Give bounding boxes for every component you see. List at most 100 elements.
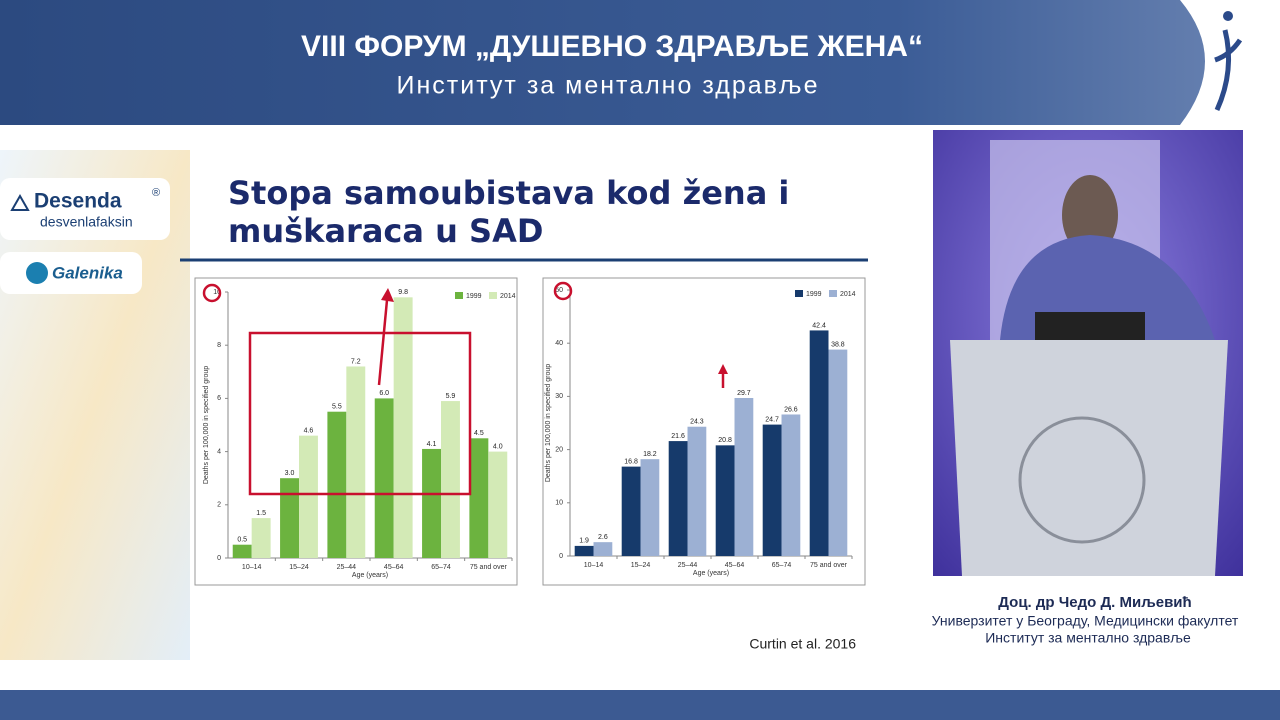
generic-name: desvenlafaksin [40, 214, 133, 230]
brand: Desenda [34, 190, 122, 213]
value-label: 21.6 [671, 433, 685, 440]
value-label: 16.8 [624, 458, 638, 465]
company-icon [26, 262, 48, 284]
laptop [1035, 312, 1145, 344]
header-title: VIII ФОРУМ „ДУШЕВНО ЗДРАВЉЕ ЖЕНА“ [301, 30, 923, 63]
bar [232, 544, 252, 558]
value-label: 29.7 [737, 390, 751, 397]
highlight-circle [202, 283, 222, 303]
legend-label: 1999 [466, 293, 482, 300]
value-label: 4.0 [493, 443, 503, 450]
company: Galenika [52, 263, 123, 282]
y-tick-label: 10 [555, 500, 563, 507]
bar [762, 424, 782, 556]
x-tick-label: 75 and over [470, 564, 508, 571]
bar [374, 398, 394, 558]
bar [715, 445, 735, 556]
x-tick-label: 25–44 [337, 564, 357, 571]
highlight-circle [553, 281, 573, 301]
value-label: 3.0 [285, 470, 295, 477]
bar [251, 518, 271, 558]
x-tick-label: 45–64 [725, 562, 745, 569]
bar [469, 438, 489, 558]
y-tick-label: 8 [217, 342, 221, 349]
annotations [202, 281, 725, 496]
brand-icon [10, 193, 30, 211]
podium-emblem [1018, 416, 1146, 544]
bar [441, 401, 460, 558]
x-tick-label: 15–24 [631, 562, 651, 569]
y-tick-label: 50 [555, 287, 563, 294]
value-label: 0.5 [237, 537, 247, 544]
bar [593, 542, 613, 556]
y-tick-label: 30 [555, 393, 563, 400]
x-axis-label: Age (years) [693, 570, 729, 577]
speaker-affiliation: Институт за ментално здравље [985, 630, 1191, 646]
legend-swatch [795, 290, 803, 297]
bar [640, 459, 660, 556]
y-tick-label: 10 [213, 289, 221, 296]
charts: 0 2 4 6 8 10 10–14 0.5 1.5 15–24 3.0 4.6 25–44 5.5 7.2… [203, 287, 856, 579]
value-label: 4.6 [304, 427, 314, 434]
value-label: 9.8 [398, 289, 408, 296]
legend-label: 2014 [500, 293, 516, 300]
speaker-head [1062, 175, 1118, 255]
arrow [377, 299, 389, 386]
y-tick-label: 6 [217, 395, 221, 402]
y-tick-label: 4 [217, 448, 221, 455]
value-label: 7.2 [351, 358, 361, 365]
y-axis-label: Deaths per 100,000 in specified group [203, 366, 210, 484]
x-tick-label: 65–74 [772, 562, 792, 569]
y-tick-label: 40 [555, 340, 563, 347]
x-tick-label: 65–74 [431, 564, 451, 571]
y-tick-label: 0 [559, 553, 563, 560]
x-axis-label: Age (years) [352, 572, 388, 579]
header-subtitle: Институт за ментално здравље [397, 72, 820, 100]
bar [828, 349, 848, 556]
x-tick-label: 15–24 [289, 564, 309, 571]
value-label: 20.8 [718, 437, 732, 444]
legend-swatch [489, 292, 497, 299]
value-label: 24.7 [765, 416, 779, 423]
bar [422, 448, 441, 558]
bar [781, 414, 801, 556]
x-tick-label: 75 and over [810, 562, 848, 569]
highlight-box [248, 331, 472, 496]
value-label: 4.5 [474, 430, 484, 437]
speaker-name: Доц. др Чедо Д. Миљевић [998, 594, 1191, 611]
value-label: 42.4 [812, 322, 826, 329]
bar [668, 441, 688, 556]
logo-dot [1223, 11, 1233, 21]
legend-swatch [829, 290, 837, 297]
y-axis-label: Deaths per 100,000 in specified group [545, 364, 552, 482]
value-label: 26.6 [784, 406, 798, 413]
value-label: 2.6 [598, 534, 608, 541]
bar [621, 466, 641, 556]
bar [280, 478, 299, 558]
bar [346, 366, 366, 558]
x-tick-label: 45–64 [384, 564, 404, 571]
slide-title: Stopa samoubistava kod žena i muškaraca … [228, 174, 790, 250]
x-tick-label: 10–14 [584, 562, 604, 569]
bar [393, 297, 413, 558]
bar [327, 411, 347, 558]
brand-mark: ® [152, 187, 160, 199]
bar [734, 397, 754, 556]
x-tick-label: 10–14 [242, 564, 262, 571]
bar [687, 426, 707, 556]
footer-band [0, 690, 1280, 720]
value-label: 1.9 [579, 538, 589, 545]
value-label: 18.2 [643, 451, 657, 458]
citation: Curtin et al. 2016 [749, 636, 856, 652]
value-label: 24.3 [690, 419, 704, 426]
y-tick-label: 0 [217, 555, 221, 562]
bar [299, 435, 318, 558]
value-label: 1.5 [256, 510, 266, 517]
logo [1214, 29, 1243, 112]
header-band [0, 0, 1280, 125]
legend-swatch [455, 292, 463, 299]
x-tick-label: 25–44 [678, 562, 698, 569]
value-label: 5.9 [446, 393, 456, 400]
